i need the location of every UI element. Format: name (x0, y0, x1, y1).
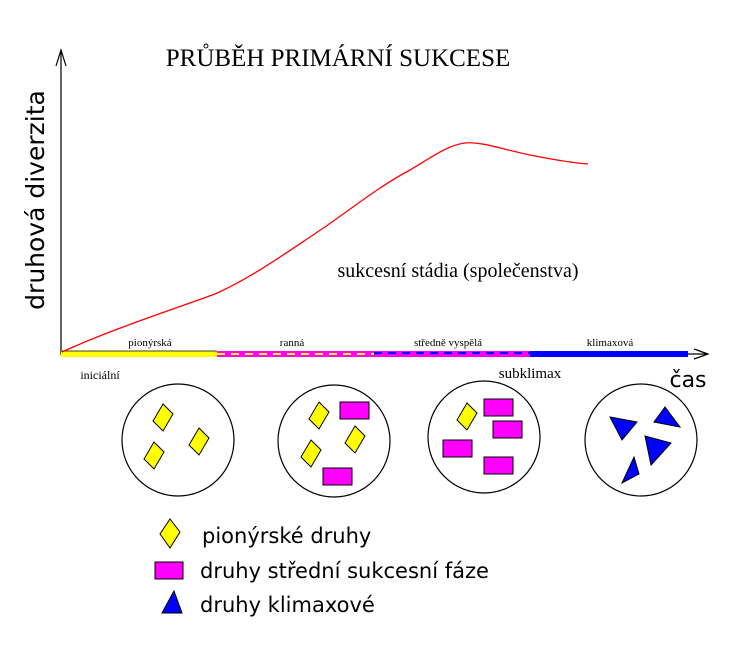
pioneer-species-diamond-icon (308, 401, 330, 430)
mid-species-rectangle-icon (483, 398, 514, 417)
mid-species-rectangle-icon (492, 420, 523, 439)
stage-band-early (217, 351, 374, 357)
subclimax-label: subklimax (499, 366, 562, 382)
legend-label-pioneer: pionýrské druhy (202, 524, 371, 548)
community-climax (584, 383, 698, 497)
stage-label-climax: klimaxová (587, 337, 634, 349)
community-mid (427, 380, 541, 494)
community-early (277, 384, 391, 498)
legend-diamond-icon (159, 518, 181, 549)
initial-label: iniciální (80, 368, 120, 382)
climax-species-triangle-icon (644, 435, 672, 467)
y-axis (55, 47, 67, 355)
stage-label-early: ranná (280, 337, 305, 349)
pioneer-species-diamond-icon (456, 402, 478, 431)
pioneer-species-diamond-icon (344, 425, 366, 454)
stage-band-climax (530, 351, 688, 357)
mid-species-rectangle-icon (339, 401, 370, 420)
mid-species-rectangle-icon (322, 467, 353, 486)
stage-label-pioneer: pionýrská (128, 337, 172, 349)
x-axis-label: čas (669, 368, 706, 393)
pioneer-species-diamond-icon (152, 403, 174, 432)
legend-rectangle-icon (154, 561, 184, 580)
legend-label-mid: druhy střední sukcesní fáze (200, 559, 489, 583)
diversity-curve (61, 142, 589, 353)
climax-species-triangle-icon (620, 455, 640, 485)
mid-species-rectangle-icon (442, 439, 473, 458)
stage-label-mid: středně vyspělá (414, 337, 482, 349)
climax-species-triangle-icon (609, 416, 638, 441)
curve-label: sukcesní stádia (společenstva) (337, 260, 578, 282)
stage-bands (61, 350, 688, 357)
pioneer-species-diamond-icon (143, 441, 165, 470)
legend-label-climax: druhy klimaxové (200, 593, 375, 617)
pioneer-species-diamond-icon (188, 427, 210, 456)
legend-triangle-icon (161, 589, 183, 614)
stage-band-pioneer (61, 351, 217, 357)
mid-species-rectangle-icon (483, 456, 514, 475)
legend: pionýrské druhy druhy střední sukcesní f… (154, 518, 489, 617)
community-initial (121, 383, 235, 497)
climax-species-triangle-icon (653, 406, 682, 428)
y-axis-label: druhová diverzita (21, 90, 50, 310)
diagram-title: PRŮBĚH PRIMÁRNÍ SUKCESE (166, 43, 511, 72)
pioneer-species-diamond-icon (300, 439, 322, 468)
